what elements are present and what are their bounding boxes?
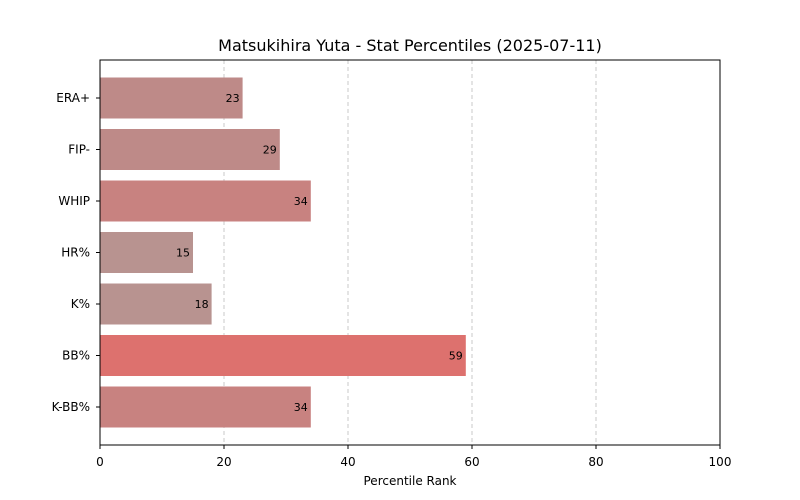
chart-title: Matsukihira Yuta - Stat Percentiles (202… — [218, 36, 602, 55]
bar-fip- — [100, 129, 280, 170]
bar-k- — [100, 283, 212, 325]
y-tick-label: K-BB% — [52, 400, 90, 414]
x-tick-label: 80 — [588, 455, 603, 469]
bar-k-bb- — [100, 386, 311, 428]
bar-whip — [100, 180, 311, 222]
x-tick-label: 20 — [216, 455, 231, 469]
x-tick-label: 40 — [340, 455, 355, 469]
data-label: 59 — [449, 350, 463, 363]
plot-frame — [99, 59, 721, 446]
x-axis-ticks: 0 20 40 60 80 100 — [96, 445, 731, 469]
x-tick-label: 0 — [96, 455, 104, 469]
y-tick-label: WHIP — [58, 194, 90, 208]
x-tick-label: 60 — [464, 455, 479, 469]
y-tick-label: HR% — [61, 246, 90, 260]
bar-era- — [100, 77, 243, 119]
x-axis-label: Percentile Rank — [364, 474, 457, 488]
bars: 23 29 34 15 18 59 34 — [100, 77, 466, 428]
data-label: 29 — [263, 144, 277, 157]
y-tick-label: K% — [71, 297, 90, 311]
x-tick-label: 100 — [709, 455, 732, 469]
gridlines — [223, 60, 597, 445]
y-axis-tick-labels: ERA+ FIP- WHIP HR% K% BB% K-BB% — [52, 91, 100, 414]
data-label: 23 — [226, 92, 240, 105]
data-label: 34 — [294, 401, 308, 414]
bar-bb- — [100, 335, 466, 376]
y-tick-label: ERA+ — [56, 91, 90, 105]
bar-hr- — [100, 232, 193, 273]
data-label: 18 — [195, 298, 209, 311]
data-label: 15 — [176, 247, 190, 260]
y-tick-label: FIP- — [68, 143, 90, 157]
y-tick-label: BB% — [62, 349, 90, 363]
data-label: 34 — [294, 195, 308, 208]
